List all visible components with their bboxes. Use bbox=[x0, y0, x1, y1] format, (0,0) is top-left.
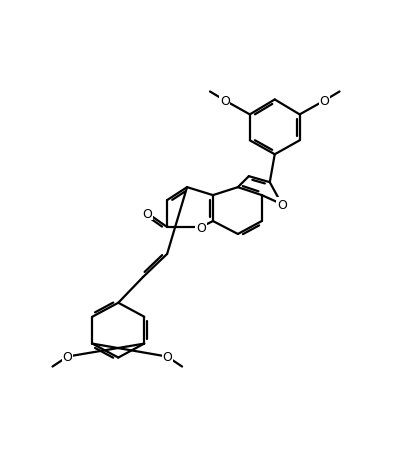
Text: O: O bbox=[277, 198, 287, 211]
Text: O: O bbox=[220, 95, 230, 108]
Text: O: O bbox=[196, 221, 206, 234]
Text: O: O bbox=[142, 207, 152, 220]
Text: O: O bbox=[162, 350, 172, 363]
Text: O: O bbox=[63, 350, 72, 363]
Text: O: O bbox=[320, 95, 330, 108]
